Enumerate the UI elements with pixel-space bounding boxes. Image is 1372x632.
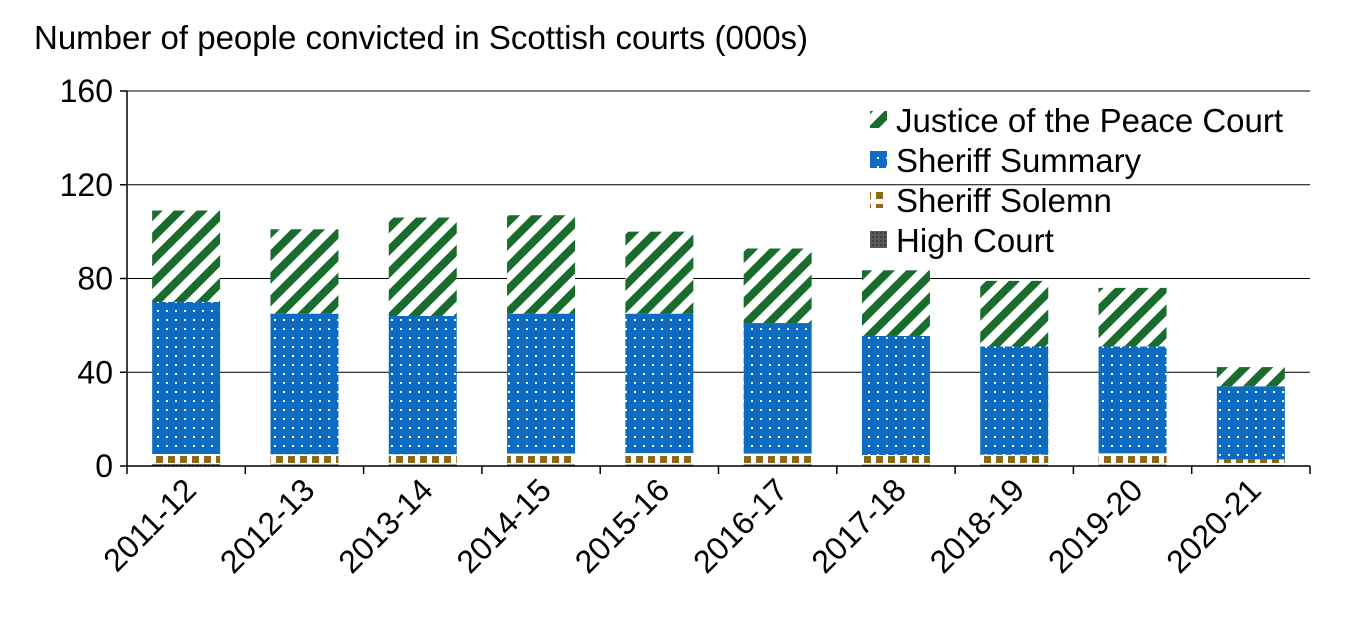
y-tick-label: 80: [77, 261, 113, 297]
bar-segment: [861, 335, 930, 455]
legend-label: Sheriff Summary: [896, 142, 1142, 179]
bar-segment: [270, 464, 339, 466]
bar-segment: [743, 248, 812, 324]
bar-segment: [1216, 386, 1285, 460]
bar-segment: [507, 215, 576, 314]
axes: [120, 90, 1311, 474]
legend-swatch: [870, 231, 887, 248]
bar-segment: [1098, 287, 1167, 347]
bar-segment: [152, 464, 221, 466]
bar-segment: [507, 464, 576, 466]
bar-segment: [1098, 453, 1167, 465]
bar-segment: [270, 454, 339, 465]
bar-segment: [625, 453, 694, 465]
y-tick-labels: 0 40 80 120 160: [60, 73, 113, 484]
bar-segment: [861, 454, 930, 465]
bar-segment: [743, 453, 812, 465]
bar-segment: [388, 217, 457, 316]
legend-swatch: [870, 111, 887, 128]
bar-segment: [388, 454, 457, 465]
x-tick-label: 2012-13: [213, 471, 321, 579]
bar-segment: [152, 301, 221, 455]
x-tick-label: 2017-18: [804, 471, 912, 579]
bar-segment: [507, 453, 576, 465]
bar-segment: [980, 346, 1049, 455]
y-tick-label: 120: [60, 167, 113, 203]
x-tick-label: 2011-12: [96, 471, 203, 578]
bar-segment: [507, 313, 576, 454]
x-tick-label: 2015-16: [568, 471, 676, 579]
bar-segment: [270, 313, 339, 455]
bar-segment: [1098, 346, 1167, 454]
bar-segment: [861, 270, 930, 336]
bar-segment: [152, 210, 221, 302]
x-tick-label: 2018-19: [923, 471, 1031, 579]
bar-segment: [152, 454, 221, 465]
y-tick-label: 0: [95, 448, 113, 484]
bar-segment: [743, 464, 812, 466]
bar-segment: [980, 280, 1049, 347]
x-tick-label: 2020-21: [1159, 471, 1267, 579]
bar-segment: [980, 454, 1049, 465]
bar-segment: [1216, 459, 1285, 466]
x-tick-label: 2016-17: [686, 471, 794, 579]
x-tick-label: 2014-15: [450, 471, 558, 579]
bar-segment: [1216, 367, 1285, 387]
bar-segment: [388, 464, 457, 466]
x-tick-labels: 2011-12 2012-13 2013-14 2014-15 2015-16 2016-…: [96, 471, 1268, 579]
legend-label: High Court: [896, 222, 1054, 259]
bar-segment: [270, 229, 339, 314]
x-tick-label: 2019-20: [1041, 471, 1149, 579]
legend-label: Justice of the Peace Court: [896, 102, 1283, 139]
y-tick-label: 40: [77, 354, 113, 390]
chart-title: Number of people convicted in Scottish c…: [34, 19, 808, 56]
bars: [152, 210, 1285, 466]
bar-segment: [625, 313, 694, 454]
y-tick-label: 160: [60, 73, 113, 109]
legend-swatch: [870, 151, 887, 168]
legend-swatch: [870, 191, 887, 208]
bar-segment: [625, 231, 694, 314]
x-tick-label: 2013-14: [331, 471, 439, 579]
bar-segment: [388, 316, 457, 455]
bar-segment: [743, 323, 812, 454]
legend-label: Sheriff Solemn: [896, 182, 1112, 219]
